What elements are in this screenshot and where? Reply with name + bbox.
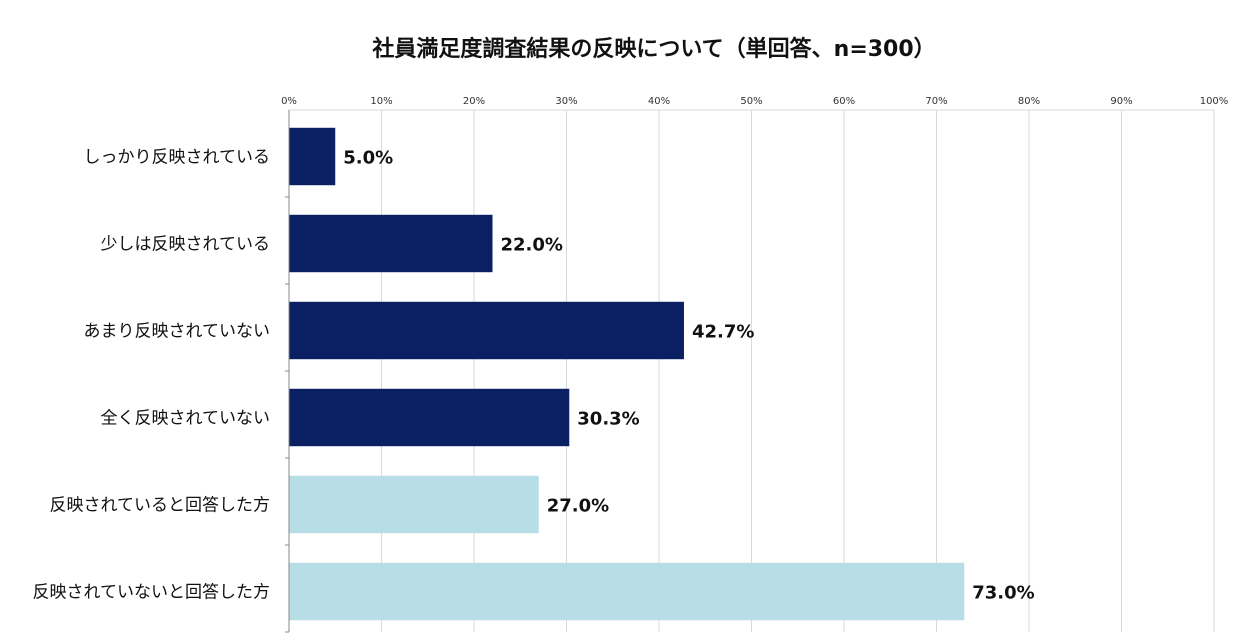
x-tick-label: 10% bbox=[370, 96, 392, 107]
category-labels: しっかり反映されている少しは反映されているあまり反映されていない全く反映されてい… bbox=[33, 148, 271, 603]
value-labels: 5.0% 22.0% 42.7% 30.3% 27.0% 73.0% bbox=[343, 148, 1034, 604]
x-tick-label: 90% bbox=[1110, 96, 1132, 107]
bar bbox=[289, 301, 684, 360]
value-label: 73.0% bbox=[972, 583, 1034, 604]
gridlines bbox=[285, 109, 1215, 633]
value-label: 5.0% bbox=[343, 148, 393, 169]
category-label: あまり反映されていない bbox=[84, 322, 271, 342]
bar bbox=[289, 475, 539, 534]
bar bbox=[289, 562, 965, 621]
category-label: 全く反映されていない bbox=[101, 409, 271, 429]
x-tick-label: 20% bbox=[463, 96, 485, 107]
x-tick-label: 30% bbox=[555, 96, 577, 107]
x-tick-label: 0% bbox=[281, 96, 297, 107]
x-axis-ticks: 0% 10% 20% 30% 40% 50% 60% 70% 80% 90% 100% bbox=[281, 96, 1228, 107]
x-tick-label: 40% bbox=[648, 96, 670, 107]
bar bbox=[289, 127, 336, 186]
bar bbox=[289, 214, 493, 273]
value-label: 22.0% bbox=[501, 235, 563, 256]
x-tick-label: 80% bbox=[1018, 96, 1040, 107]
bar bbox=[289, 388, 570, 447]
category-label: 少しは反映されている bbox=[101, 235, 271, 255]
x-tick-label: 60% bbox=[833, 96, 855, 107]
x-tick-label: 100% bbox=[1200, 96, 1229, 107]
bars bbox=[289, 127, 965, 621]
chart-title: 社員満足度調査結果の反映について（単回答、n=300） bbox=[372, 36, 935, 62]
x-tick-label: 50% bbox=[740, 96, 762, 107]
value-label: 30.3% bbox=[577, 409, 639, 430]
category-label: しっかり反映されている bbox=[84, 148, 271, 168]
x-tick-label: 70% bbox=[925, 96, 947, 107]
category-label: 反映されていないと回答した方 bbox=[33, 583, 271, 603]
value-label: 42.7% bbox=[692, 322, 754, 343]
category-label: 反映されていると回答した方 bbox=[50, 496, 271, 516]
value-label: 27.0% bbox=[547, 496, 609, 517]
